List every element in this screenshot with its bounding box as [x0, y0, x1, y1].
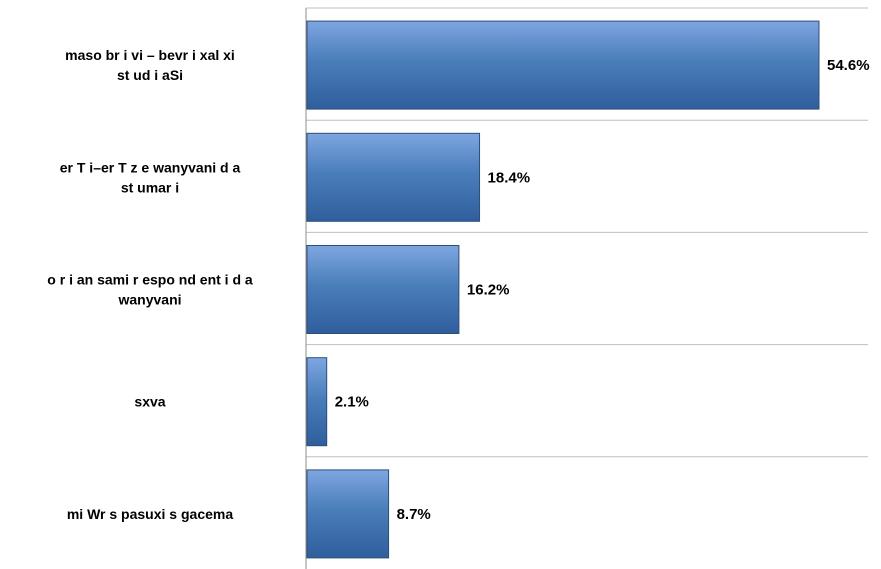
- category-label: er T i–er T z e wanyvani d a st umar i: [60, 159, 241, 195]
- value-label: 54.6%: [827, 57, 870, 74]
- bars: [306, 20, 820, 559]
- category-label: maso br i vi – bevr i xal xi st ud i aSi: [65, 47, 235, 83]
- bar: [306, 469, 390, 559]
- bar: [306, 245, 460, 334]
- bar: [306, 20, 820, 110]
- category-label: sxva: [134, 394, 165, 410]
- bar: [306, 132, 481, 222]
- value-label: 18.4%: [488, 169, 531, 186]
- value-label: 16.2%: [467, 282, 510, 299]
- category-labels: maso br i vi – bevr i xal xi st ud i aSi e…: [47, 47, 253, 522]
- category-label: mi Wr s pasuxi s gacema: [67, 506, 233, 522]
- value-labels: 54.6% 18.4% 16.2% 2.1% 8.7%: [335, 57, 870, 523]
- value-label: 8.7%: [397, 506, 431, 523]
- bar: [306, 357, 328, 447]
- gridlines: [306, 7, 868, 458]
- category-label: o r i an sami r espo nd ent i d a wanyvan…: [47, 272, 253, 308]
- value-label: 2.1%: [335, 394, 369, 411]
